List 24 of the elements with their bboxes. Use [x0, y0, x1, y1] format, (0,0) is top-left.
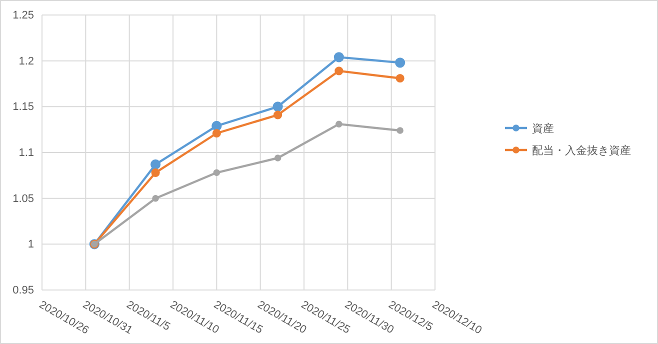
point [336, 120, 342, 128]
point [150, 159, 161, 170]
point [152, 194, 159, 202]
point [395, 58, 406, 68]
y-tick-label: 1.25 [12, 10, 34, 22]
legend-label: 配当・入金抜き資産 [532, 144, 631, 157]
point [212, 128, 221, 138]
point [274, 110, 282, 120]
y-tick-label: 1.1 [18, 147, 34, 160]
point [151, 168, 160, 177]
y-tick-label: 1.05 [12, 192, 34, 205]
y-tick-label: 1.2 [18, 55, 34, 68]
y-tick-label: 0.95 [12, 284, 34, 297]
point [274, 154, 282, 162]
point [272, 102, 283, 112]
point [396, 74, 404, 83]
point [334, 52, 344, 62]
point [212, 120, 222, 131]
point [213, 169, 220, 176]
y-tick-label: 1 [28, 238, 34, 251]
point [334, 66, 344, 76]
y-tick-label: 1.15 [12, 101, 34, 114]
legend-label: 資産 [532, 122, 554, 135]
point [396, 127, 404, 134]
